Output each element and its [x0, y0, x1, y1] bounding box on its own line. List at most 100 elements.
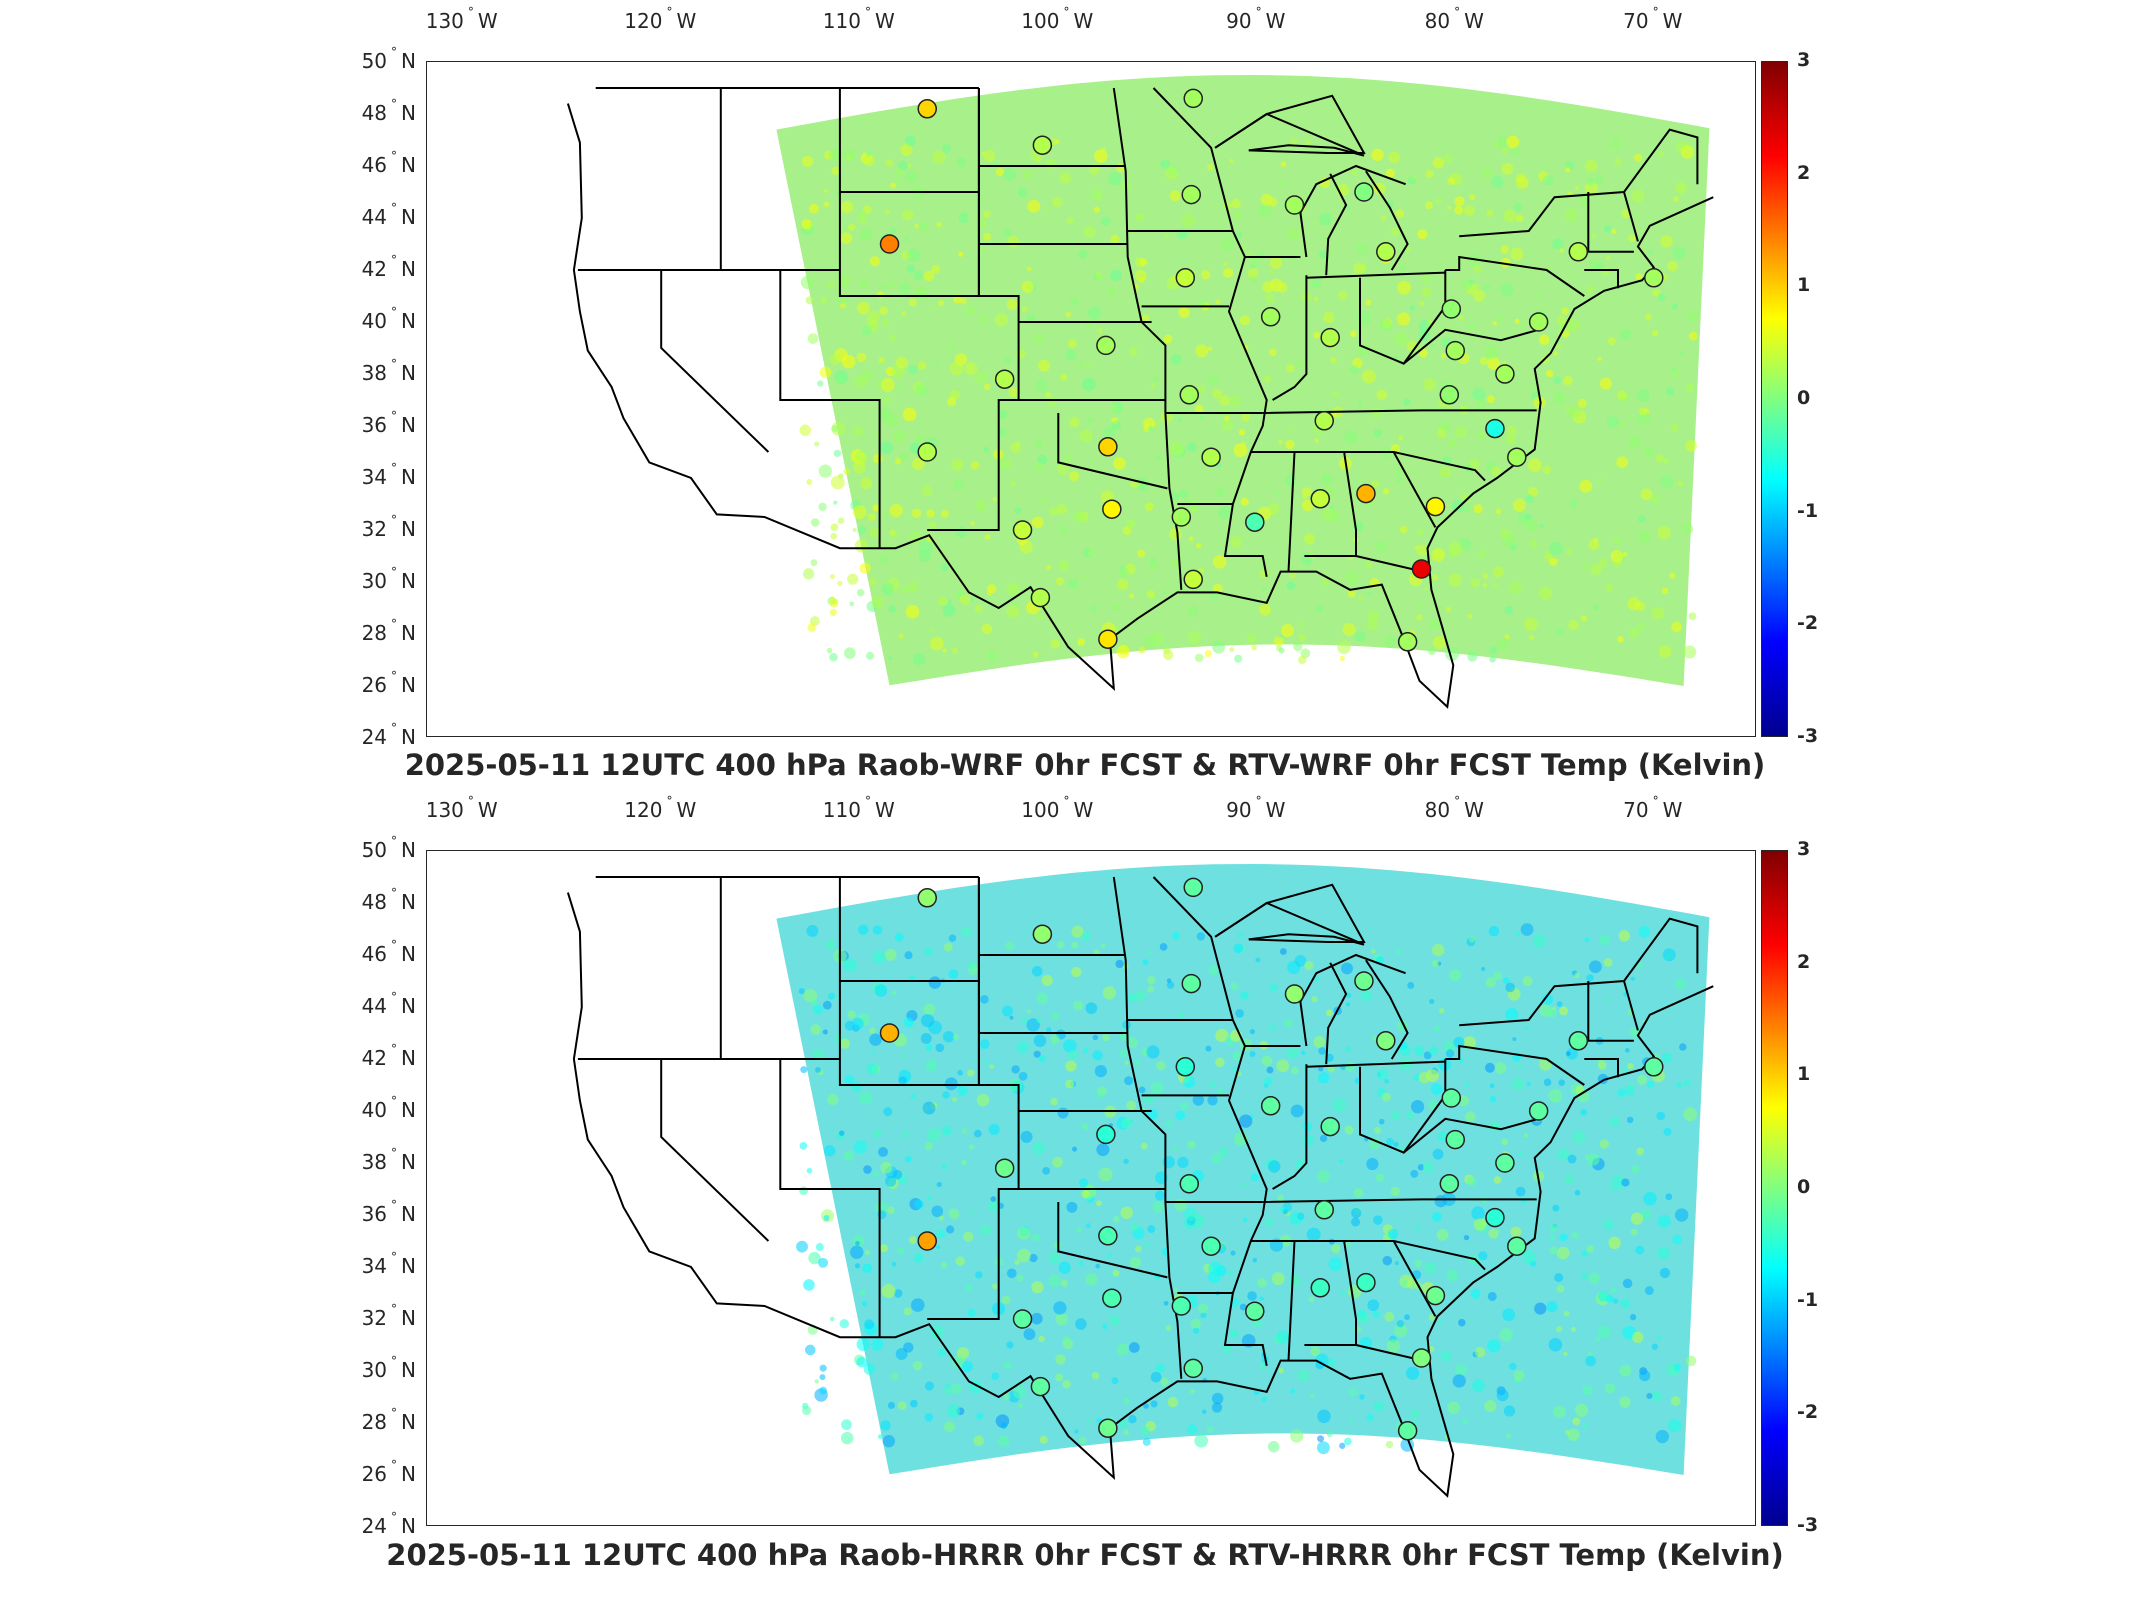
lon-tick-label: 110 ° W — [822, 794, 895, 822]
field-speckle — [1638, 407, 1648, 416]
field-speckle — [1581, 1250, 1588, 1257]
field-speckle — [1487, 1339, 1501, 1353]
field-speckle — [1637, 1074, 1648, 1085]
field-speckle — [1038, 1055, 1046, 1063]
field-speckle — [1252, 1258, 1258, 1263]
field-speckle — [800, 275, 815, 290]
field-speckle — [1373, 1400, 1385, 1412]
field-speckle — [965, 1284, 973, 1292]
field-speckle — [823, 201, 830, 208]
field-speckle — [1495, 1229, 1501, 1234]
raob-station-marker — [1260, 1096, 1281, 1116]
field-speckle — [969, 597, 975, 603]
field-speckle — [1330, 356, 1338, 364]
field-speckle — [893, 1289, 903, 1298]
field-speckle — [1068, 471, 1080, 482]
field-speckle — [1339, 1159, 1344, 1164]
field-speckle — [1207, 346, 1213, 352]
field-speckle — [881, 1284, 896, 1298]
field-speckle — [1001, 1295, 1011, 1305]
field-speckle — [1064, 453, 1073, 462]
field-speckle — [833, 449, 841, 458]
field-speckle — [1173, 1287, 1179, 1293]
field-speckle — [869, 578, 877, 586]
field-speckle — [1147, 1225, 1156, 1234]
colorbar-tick-label: -1 — [1797, 499, 1819, 522]
field-speckle — [1144, 502, 1154, 512]
field-speckle — [914, 434, 924, 444]
field-speckle — [1031, 1312, 1043, 1325]
field-speckle — [1096, 196, 1101, 201]
field-speckle — [1275, 645, 1283, 652]
field-speckle — [1479, 356, 1488, 366]
field-speckle — [1442, 153, 1453, 164]
field-speckle — [984, 1059, 990, 1065]
field-speckle — [864, 1249, 871, 1256]
field-speckle — [848, 223, 856, 231]
field-speckle — [837, 580, 843, 587]
field-speckle — [1163, 590, 1168, 595]
raob-station-marker — [879, 1023, 900, 1043]
field-speckle — [1606, 255, 1611, 261]
field-speckle — [812, 1048, 824, 1060]
field-speckle — [1381, 1092, 1391, 1102]
field-speckle — [1640, 488, 1653, 501]
field-speckle — [1493, 971, 1503, 981]
field-speckle — [1032, 1141, 1046, 1155]
field-speckle — [1544, 550, 1550, 556]
field-speckle — [1128, 1414, 1137, 1424]
field-speckle — [1552, 238, 1564, 250]
state-boundary — [1392, 451, 1437, 528]
field-speckle — [1454, 196, 1465, 207]
field-speckle — [1616, 456, 1629, 469]
field-speckle — [1625, 1048, 1630, 1053]
field-speckle — [1006, 1268, 1017, 1279]
field-speckle — [1487, 357, 1500, 370]
field-speckle — [1347, 589, 1356, 598]
colorbar-tick-label: -2 — [1797, 1401, 1819, 1424]
field-speckle — [1515, 173, 1526, 183]
field-speckle — [1680, 145, 1695, 159]
field-speckle — [1373, 1215, 1383, 1225]
field-speckle — [1447, 1401, 1460, 1414]
field-speckle — [1357, 1309, 1367, 1319]
field-speckle — [1372, 1310, 1381, 1319]
field-speckle — [1633, 153, 1643, 162]
field-speckle — [1212, 555, 1227, 569]
field-speckle — [1006, 1341, 1014, 1349]
field-speckle — [1319, 212, 1332, 226]
lat-tick-label: 32 ° N — [361, 513, 416, 541]
field-speckle — [1188, 536, 1194, 542]
field-speckle — [1533, 396, 1546, 409]
field-speckle — [1365, 561, 1373, 569]
field-speckle — [968, 961, 976, 970]
field-speckle — [1029, 1253, 1038, 1263]
field-speckle — [1005, 941, 1015, 951]
field-speckle — [1567, 405, 1582, 419]
colorbar-tick-label: 2 — [1797, 950, 1811, 973]
field-speckle — [1639, 1370, 1651, 1382]
field-speckle — [1448, 573, 1462, 587]
field-speckle — [1655, 454, 1665, 463]
raob-station-marker — [1485, 1207, 1505, 1228]
field-speckle — [799, 424, 811, 437]
field-speckle — [1023, 1328, 1036, 1341]
field-speckle — [1585, 1355, 1596, 1367]
field-speckle — [895, 167, 904, 177]
field-speckle — [1428, 647, 1436, 656]
field-speckle — [1067, 339, 1078, 349]
field-speckle — [839, 1319, 849, 1329]
field-speckle — [1003, 1361, 1012, 1370]
field-speckle — [1143, 1093, 1154, 1105]
field-speckle — [918, 549, 932, 563]
field-speckle — [976, 1412, 984, 1420]
field-speckle — [810, 559, 818, 567]
field-speckle — [1544, 553, 1553, 562]
field-speckle — [1269, 1024, 1276, 1031]
lat-tick-label: 30 ° N — [361, 565, 416, 593]
lon-tick-label: 130 ° W — [425, 5, 498, 33]
field-speckle — [839, 302, 847, 309]
field-speckle — [840, 200, 854, 214]
field-speckle — [1404, 246, 1411, 253]
field-speckle — [1041, 974, 1053, 986]
